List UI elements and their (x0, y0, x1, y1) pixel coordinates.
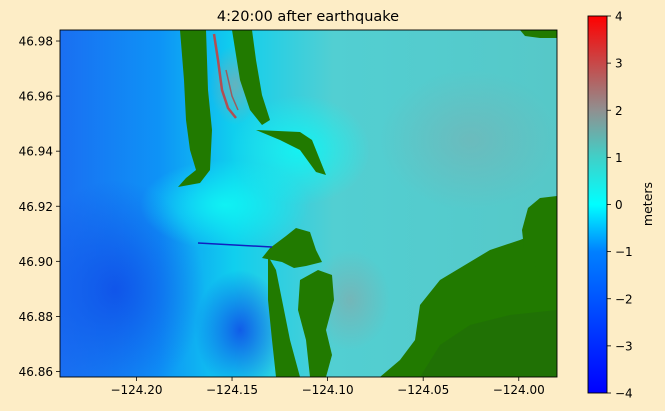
north-bay-land (256, 130, 326, 175)
colorbar-tick-label: 0 (615, 198, 623, 212)
north-east-corner (520, 30, 557, 38)
colorbar-tick-label: 2 (615, 104, 623, 118)
south-spit (268, 256, 300, 377)
y-axis-ticks: 46.86 46.88 46.90 46.92 46.94 46.96 46.98 (19, 35, 60, 379)
x-axis-ticks: −124.20 −124.15 −124.10 −124.05 −124.00 (110, 377, 545, 397)
red-channel (212, 33, 237, 119)
colorbar-ticks: 4 3 2 1 0 −1 −2 −3 −4 (607, 10, 633, 401)
east-headland (522, 196, 557, 292)
chart-title: 4:20:00 after earthquake (217, 9, 399, 25)
axes-frame (59, 29, 558, 378)
south-inner-island (298, 270, 334, 377)
x-tick-label: −124.00 (493, 383, 545, 397)
colorbar-tick-label: 1 (615, 151, 623, 165)
inland-shade (420, 310, 557, 377)
colorbar-tick-label: 3 (615, 57, 623, 71)
north-inland-strip (232, 30, 270, 125)
gray-patch (380, 70, 557, 210)
land-masses (178, 30, 557, 377)
south-jetty-peninsula (262, 228, 322, 268)
jetty (197, 242, 273, 248)
x-tick-label: −124.10 (302, 383, 354, 397)
y-tick-label: 46.98 (19, 35, 53, 49)
deep-blue-patch-2 (195, 270, 285, 377)
colorbar-label: meters (640, 182, 655, 226)
y-tick-label: 46.90 (19, 255, 53, 269)
x-tick-label: −124.20 (110, 383, 162, 397)
x-tick-label: −124.05 (397, 383, 449, 397)
colorbar-tick-label: −1 (615, 245, 633, 259)
red-channel-2 (225, 69, 239, 111)
colorbar-tick-label: −4 (615, 387, 633, 401)
colorbar-tick-label: −3 (615, 339, 633, 353)
y-tick-label: 46.96 (19, 90, 53, 104)
y-tick-label: 46.86 (19, 365, 53, 379)
plot-area (60, 30, 557, 377)
x-tick-label: −124.15 (206, 383, 258, 397)
y-tick-label: 46.92 (19, 200, 53, 214)
north-peninsula (178, 30, 212, 187)
colorbar (587, 15, 608, 394)
colorbar-tick-label: −2 (615, 292, 633, 306)
y-tick-label: 46.88 (19, 310, 53, 324)
colorbar-tick-label: 4 (615, 10, 623, 24)
y-tick-label: 46.94 (19, 145, 53, 159)
